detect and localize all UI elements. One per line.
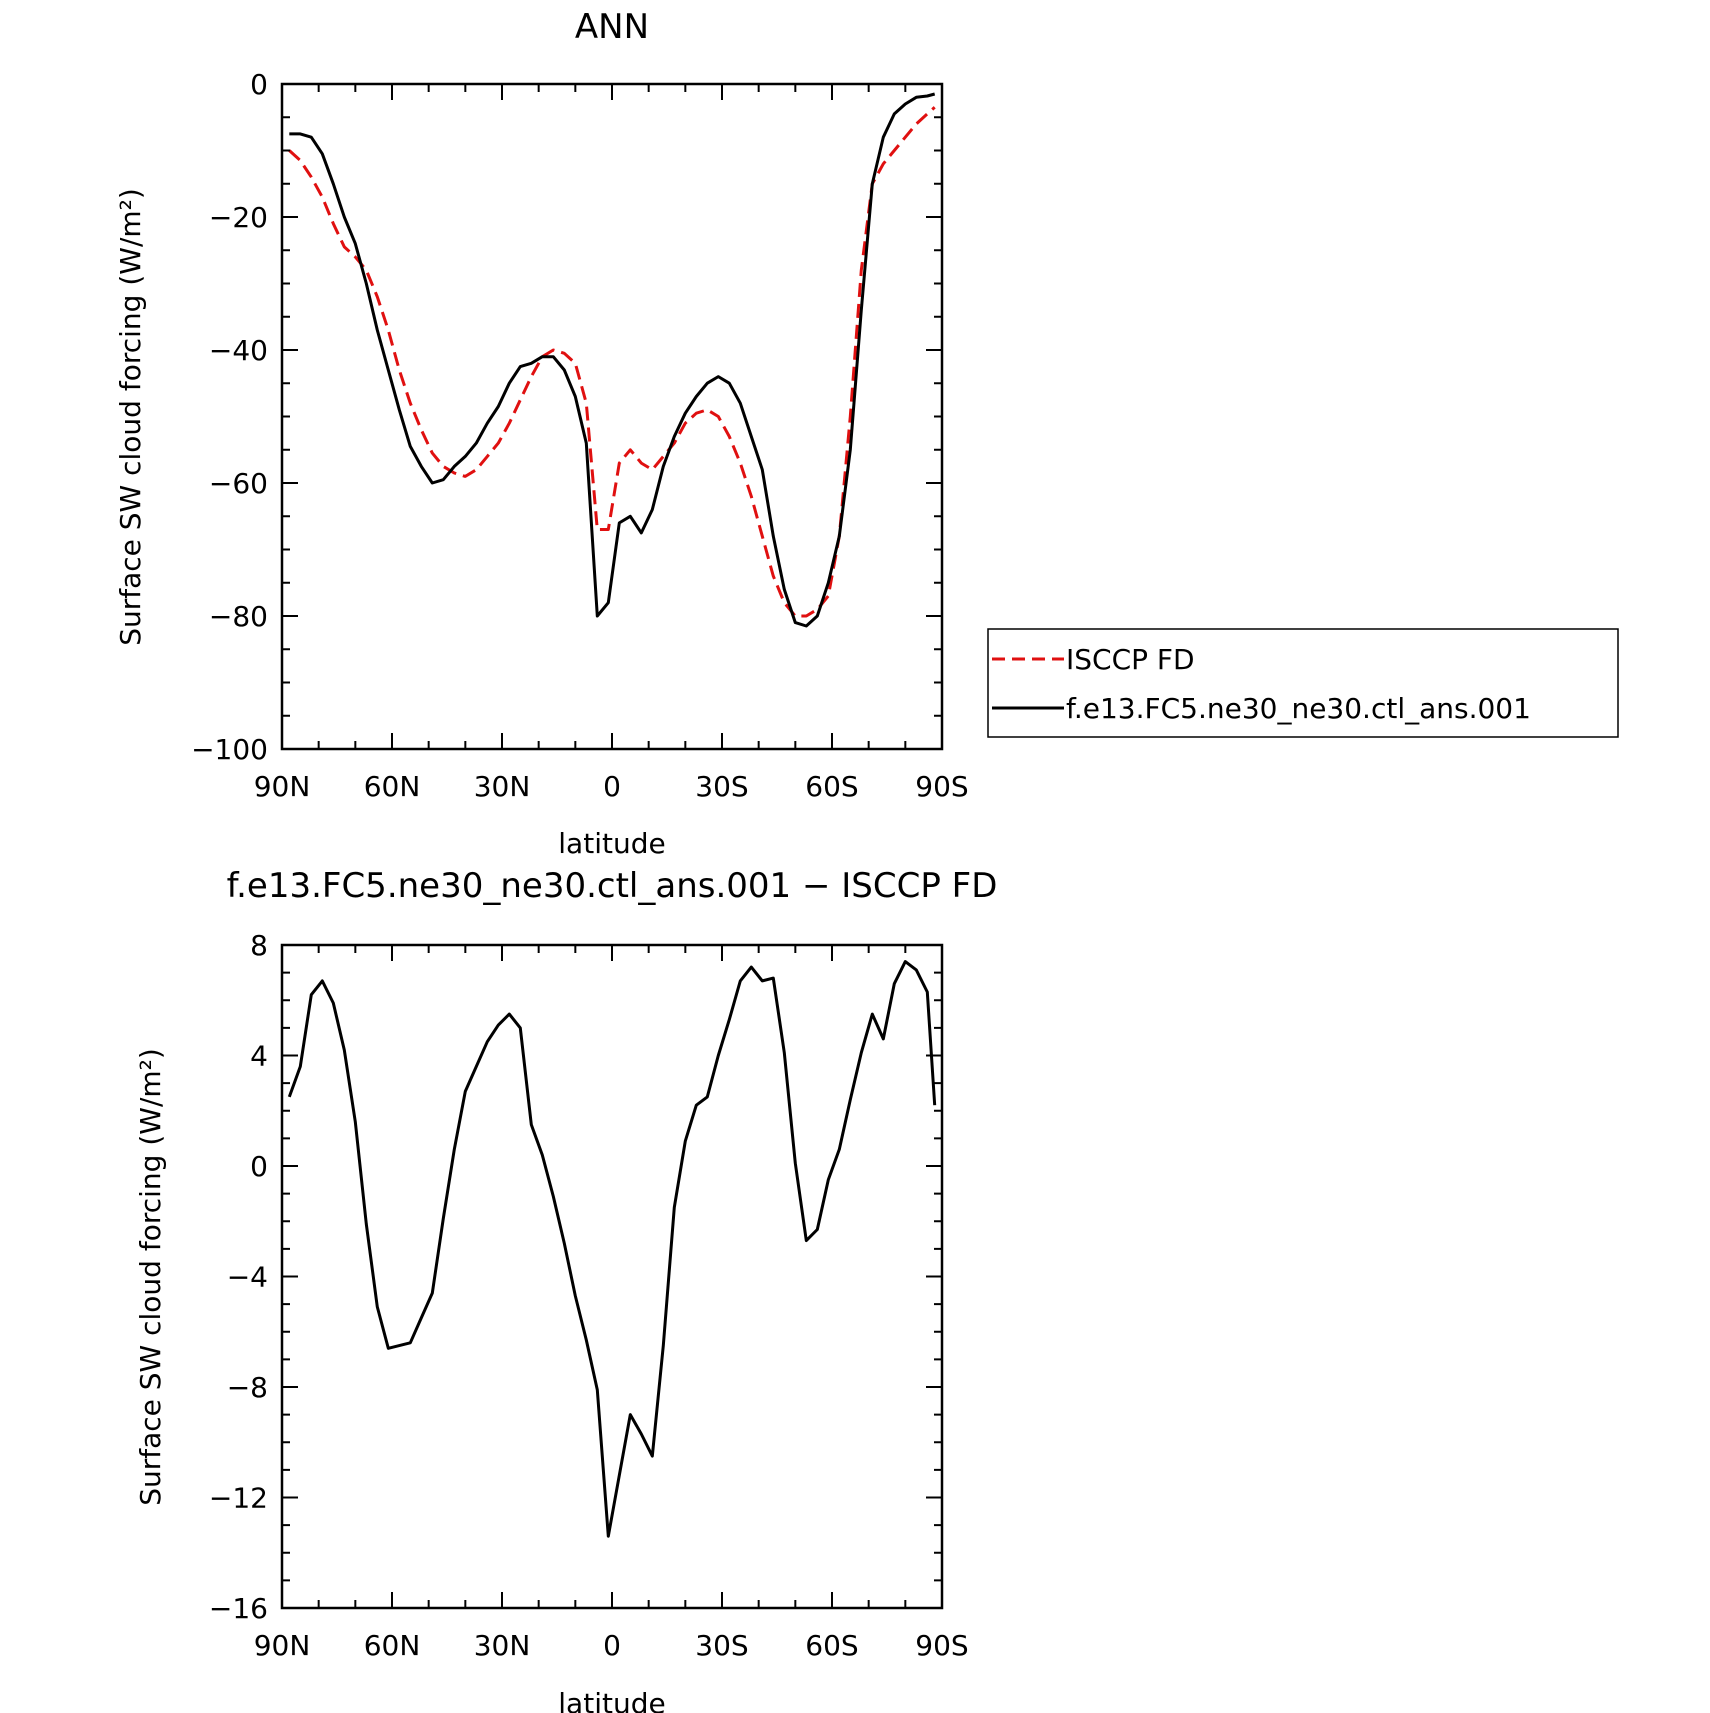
chart-title: ANN [575, 7, 649, 47]
x-tick-label: 30S [695, 1629, 748, 1662]
x-tick-label: 90N [254, 1629, 311, 1662]
x-tick-label: 60S [805, 1629, 858, 1662]
x-tick-label: 30N [474, 1629, 531, 1662]
x-tick-label: 90S [915, 1629, 968, 1662]
y-tick-label: −100 [191, 733, 268, 766]
x-tick-label: 90S [915, 770, 968, 803]
x-tick-label: 30S [695, 770, 748, 803]
plot-lines [288, 92, 936, 628]
x-tick-labels: 90N 60N 30N 0 30S 60S 90S [254, 1629, 969, 1662]
y-axis-title: Surface SW cloud forcing (W/m²) [114, 188, 147, 646]
y-tick-label: 0 [250, 1150, 268, 1183]
x-tick-label: 0 [603, 770, 621, 803]
y-tick-label: 8 [250, 929, 268, 962]
x-tick-label: 60S [805, 770, 858, 803]
y-tick-label: −8 [227, 1371, 268, 1404]
y-tick-label: −20 [209, 201, 268, 234]
y-tick-label: −40 [209, 334, 268, 367]
x-tick-label: 30N [474, 770, 531, 803]
y-tick-label: −80 [209, 600, 268, 633]
plot-frame [280, 82, 944, 751]
y-tick-label: 4 [250, 1040, 268, 1073]
x-tick-label: 90N [254, 770, 311, 803]
series-line-isccp-fd [288, 106, 936, 618]
y-tick-label: −12 [209, 1482, 268, 1515]
axis-ticks [281, 944, 943, 1609]
legend: ISCCP FD f.e13.FC5.ne30_ne30.ctl_ans.001 [987, 628, 1619, 738]
legend-label-isccp: ISCCP FD [1066, 643, 1195, 676]
y-tick-label: −16 [209, 1592, 268, 1625]
chart-title: f.e13.FC5.ne30_ne30.ctl_ans.001 − ISCCP … [227, 866, 998, 906]
y-tick-label: −60 [209, 467, 268, 500]
x-tick-label: 60N [364, 1629, 421, 1662]
x-tick-label: 60N [364, 770, 421, 803]
x-tick-labels: 90N 60N 30N 0 30S 60S 90S [254, 770, 969, 803]
plot-lines [287, 960, 937, 1538]
x-tick-label: 0 [603, 1629, 621, 1662]
legend-box [987, 628, 1619, 738]
y-tick-labels: 0 −20 −40 −60 −80 −100 [191, 68, 268, 766]
y-tick-labels: 8 4 0 −4 −8 −12 −16 [209, 929, 268, 1625]
series-line-model [289, 92, 936, 628]
axis-ticks [281, 83, 943, 750]
chart-panel-difference: f.e13.FC5.ne30_ne30.ctl_ans.001 − ISCCP … [134, 866, 997, 1713]
y-tick-label: 0 [250, 68, 268, 101]
legend-label-model: f.e13.FC5.ne30_ne30.ctl_ans.001 [1066, 692, 1531, 725]
y-tick-label: −4 [227, 1261, 268, 1294]
series-line-difference [287, 960, 937, 1538]
chart-panel-annual: ANN 0−20−40−60−80−100 90N 60N 30N 0 30S 60S 90… [114, 7, 969, 860]
x-axis-title: latitude [558, 1687, 665, 1713]
x-axis-title: latitude [558, 827, 665, 860]
y-axis-title: Surface SW cloud forcing (W/m²) [134, 1048, 167, 1506]
